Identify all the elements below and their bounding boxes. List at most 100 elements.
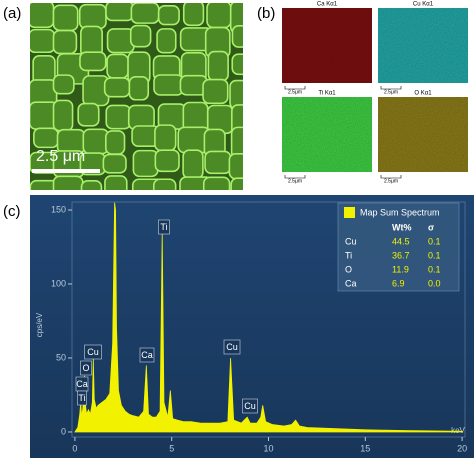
map-scale-label: 2.5μm (288, 178, 302, 184)
grain (128, 75, 150, 101)
y-axis-label: cps/eV (35, 312, 44, 337)
peak-label: Ca (141, 350, 153, 360)
panel-label: (c) (3, 203, 21, 220)
peak-label: Cu (226, 342, 238, 352)
grain (52, 74, 75, 95)
grain (105, 130, 126, 155)
grain (129, 24, 152, 48)
peak-label-box (80, 360, 92, 376)
y-tick-label: 50 (56, 352, 66, 362)
grain (105, 3, 134, 22)
element-map (378, 8, 468, 83)
grain (82, 128, 110, 155)
legend-cell: Ca (345, 278, 357, 288)
grain (52, 29, 78, 55)
panel-label: (b) (257, 5, 275, 22)
peak-label-box (158, 219, 170, 235)
y-tick-label: 0 (61, 426, 66, 436)
grain (182, 3, 205, 27)
grain (231, 24, 243, 48)
map-scale-label: 2.5μm (288, 89, 302, 95)
grain (157, 5, 180, 26)
x-tick-label: 15 (360, 443, 370, 453)
peak-label-box (139, 347, 155, 363)
peak-label-box (223, 339, 241, 355)
grain (154, 124, 177, 152)
y-tick-label: 150 (51, 204, 66, 214)
peak-label: Ti (160, 222, 167, 232)
x-tick-label: 20 (457, 443, 467, 453)
grain (130, 3, 160, 24)
grain (104, 175, 128, 190)
grain (231, 53, 243, 76)
peak-label-box (77, 390, 87, 406)
peak-label: Cu (244, 401, 256, 411)
map-scale-bar (380, 86, 402, 90)
legend-cell: 0.1 (428, 264, 441, 274)
grain (105, 104, 132, 130)
grain (204, 150, 232, 175)
grain (103, 77, 131, 98)
x-tick-label: 5 (169, 443, 174, 453)
grain (154, 149, 180, 173)
legend-cell: 44.5 (392, 236, 410, 246)
x-axis-label: keV (451, 426, 465, 435)
legend-cell: 36.7 (392, 250, 410, 260)
grain (30, 3, 55, 29)
map-title: O Kα1 (414, 91, 432, 97)
legend-column: Wt% (392, 222, 412, 232)
legend-cell: 11.9 (392, 264, 409, 274)
grain (30, 28, 56, 54)
grain (80, 179, 103, 190)
peak-label: Cu (87, 347, 99, 357)
grain (152, 178, 177, 190)
map-scale-bar (284, 175, 306, 179)
grain (132, 149, 159, 178)
y-tick-label: 100 (51, 278, 66, 288)
scale-bar-label: 2.5 μm (36, 148, 85, 165)
peak-label: Ti (78, 393, 85, 403)
legend-title: Map Sum Spectrum (360, 207, 440, 217)
legend-cell: Ti (345, 250, 352, 260)
map-title: Ca Kα1 (317, 2, 338, 8)
peak-label-box (242, 398, 258, 414)
peak-label: Ca (76, 379, 88, 389)
grain (79, 51, 107, 72)
grain (106, 53, 129, 79)
x-tick-label: 0 (72, 443, 77, 453)
map-scale-bar (380, 175, 402, 179)
grain (156, 28, 177, 54)
legend-cell: Cu (345, 236, 357, 246)
grain (228, 152, 243, 180)
grain (77, 102, 100, 127)
grain (52, 99, 74, 132)
grain (52, 4, 79, 32)
grain (202, 176, 231, 190)
grain (230, 177, 243, 190)
map-scale-bar (284, 86, 306, 90)
sem-grains (30, 3, 243, 190)
legend-cell: 0.0 (428, 278, 441, 288)
map-scale-label: 2.5μm (384, 89, 398, 95)
legend-cell: 0.1 (428, 250, 441, 260)
legend-column: σ (428, 222, 434, 232)
grain (207, 50, 229, 82)
peak-label-box (84, 344, 102, 360)
grain (78, 3, 107, 30)
grain (202, 78, 229, 105)
grain (33, 127, 59, 149)
legend-cell: 0.1 (428, 236, 441, 246)
map-title: Cu Kα1 (413, 2, 434, 8)
element-map (378, 97, 468, 172)
grain (206, 3, 232, 29)
element-map (282, 8, 372, 83)
grain (153, 74, 184, 96)
peak-label: O (82, 363, 89, 373)
element-map (282, 97, 372, 172)
map-title: Ti Kα1 (318, 91, 336, 97)
legend-cell: O (345, 264, 352, 274)
grain (102, 153, 127, 174)
grain (182, 149, 204, 180)
legend-cell: 6.9 (392, 278, 405, 288)
